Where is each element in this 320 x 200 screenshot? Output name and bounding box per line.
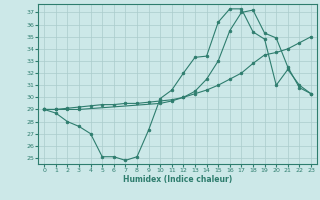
- X-axis label: Humidex (Indice chaleur): Humidex (Indice chaleur): [123, 175, 232, 184]
